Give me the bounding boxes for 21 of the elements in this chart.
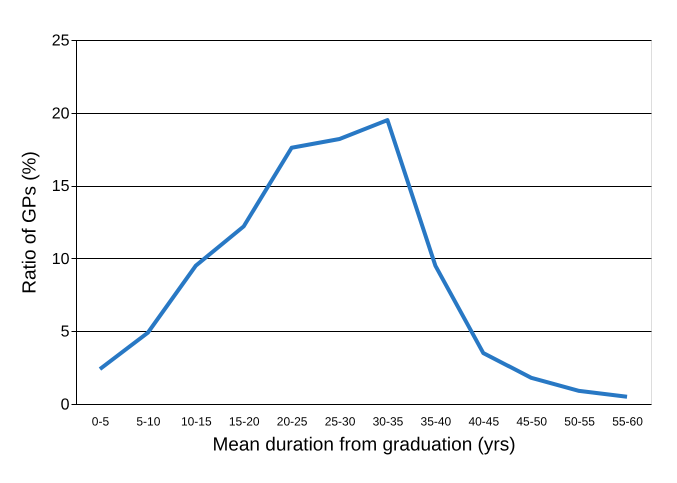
x-tick-label: 5-10	[136, 414, 161, 428]
y-tick-label: 25	[52, 32, 70, 50]
x-tick-label: 40-45	[468, 414, 500, 428]
x-tick-label: 30-35	[372, 414, 404, 428]
x-tick-label: 35-40	[420, 414, 452, 428]
x-tick-label: 15-20	[228, 414, 260, 428]
y-tick-label: 20	[52, 105, 70, 122]
line-series	[98, 118, 630, 399]
y-tick-label: 10	[52, 250, 70, 268]
x-tick-label: 10-15	[180, 414, 212, 428]
x-tick-label: 20-25	[276, 414, 308, 428]
y-tick-label: 0	[60, 396, 70, 414]
y-tick-label: 5	[60, 324, 70, 341]
x-tick-label: 55-60	[612, 414, 644, 428]
y-axis-title: Ratio of GPs (%)	[20, 151, 41, 294]
x-tick-label: 0-5	[92, 414, 110, 428]
x-tick-label: 50-55	[564, 414, 596, 428]
x-tick-label: 25-30	[324, 414, 356, 428]
x-axis-title: Mean duration from graduation (yrs)	[212, 434, 516, 456]
y-tick-label: 15	[52, 178, 70, 196]
x-tick-label: 45-50	[516, 414, 548, 428]
